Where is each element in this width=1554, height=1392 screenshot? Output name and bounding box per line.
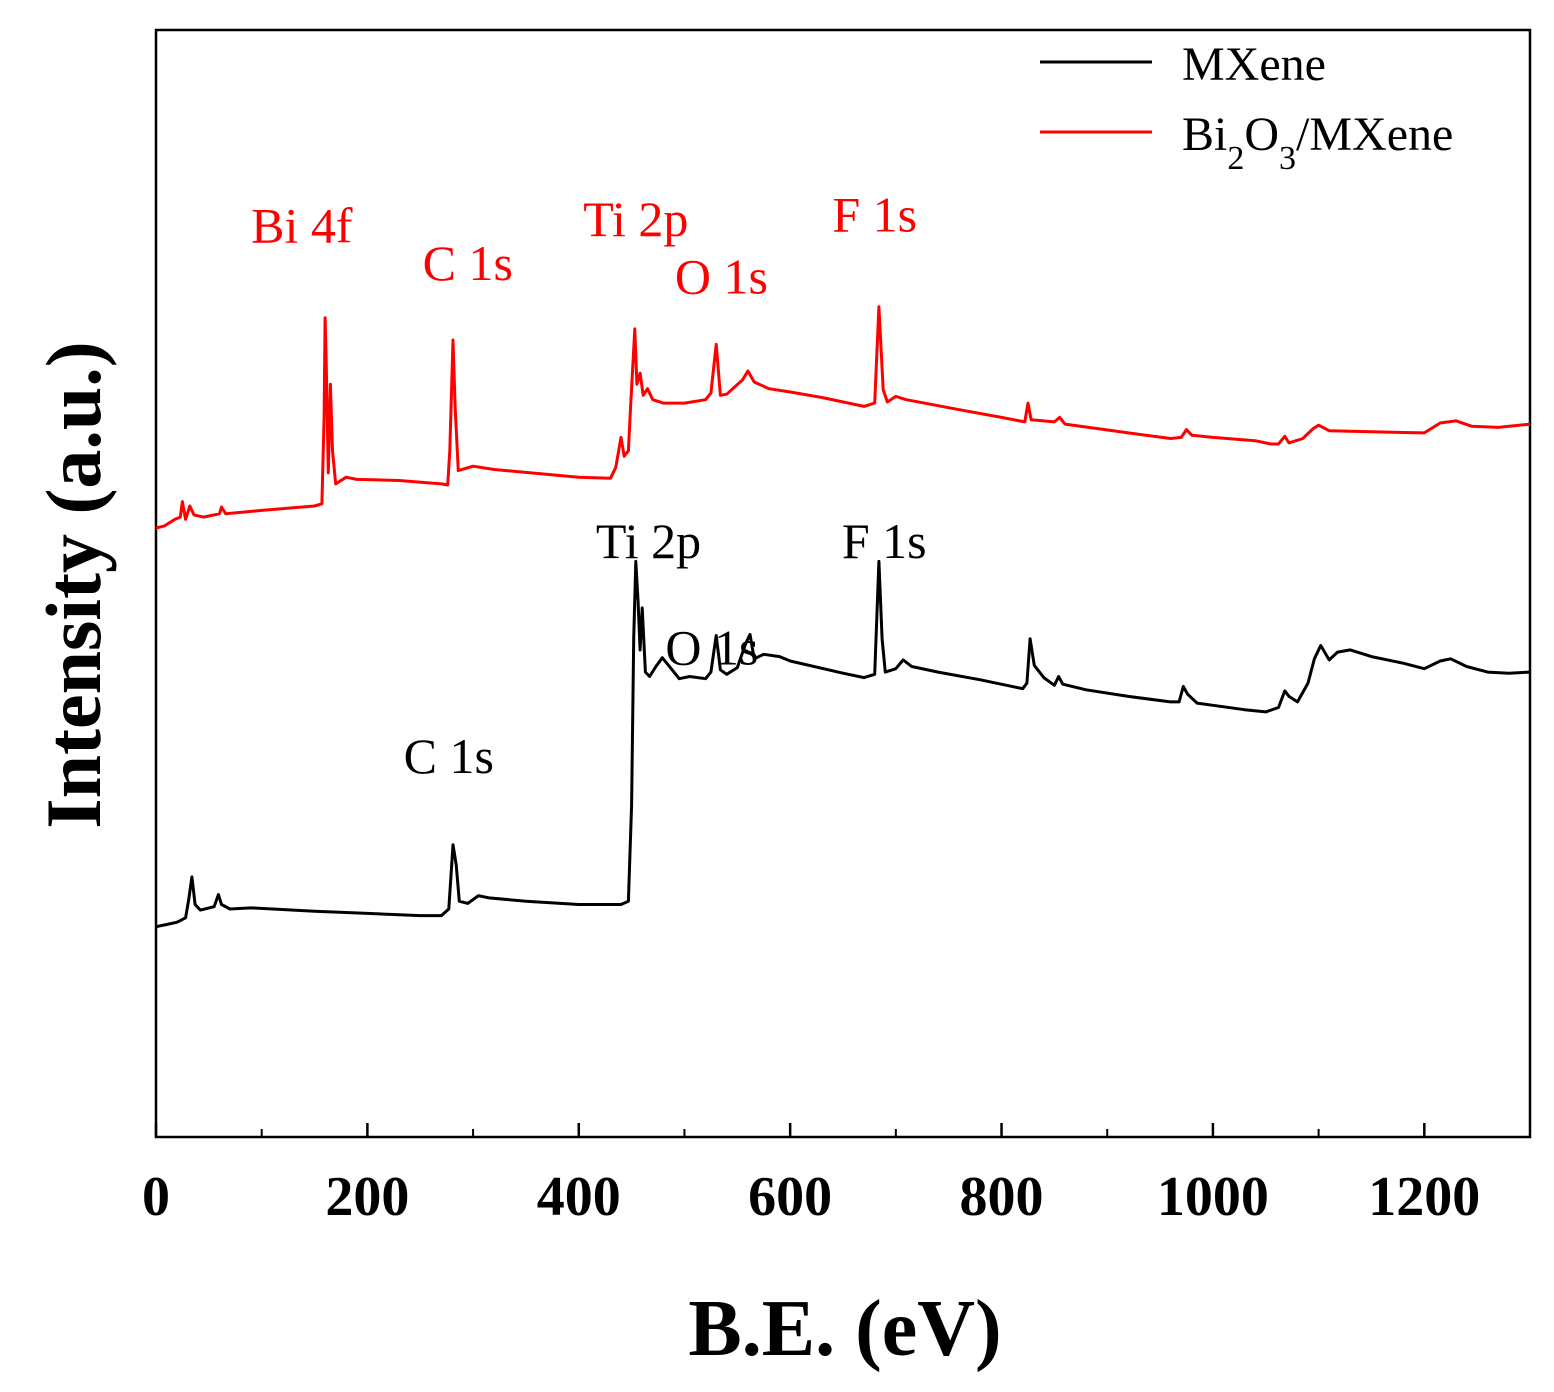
legend-label-subscript: 2 [1227, 140, 1244, 177]
peak-label: F 1s [842, 513, 927, 569]
peak-label: C 1s [404, 728, 494, 784]
x-tick-label: 600 [748, 1166, 832, 1228]
x-tick-label: 800 [960, 1166, 1044, 1228]
peak-label: O 1s [675, 248, 768, 304]
x-axis-label: B.E. (eV) [688, 1285, 1001, 1373]
peak-label: F 1s [832, 186, 917, 242]
x-axis-tick-labels: 0 200 400 600 800 1000 1200 [142, 1166, 1480, 1228]
peak-label: Ti 2p [596, 513, 701, 569]
legend-label: MXene [1182, 38, 1326, 91]
series-line-mxene [155, 559, 1531, 929]
peak-label: C 1s [423, 235, 513, 291]
peak-label: O 1s [665, 619, 758, 675]
x-axis-ticks [154, 1123, 1426, 1137]
legend-label-part: Bi [1182, 108, 1227, 161]
legend-label-part: /MXene [1296, 108, 1453, 161]
x-tick-label: 1000 [1157, 1166, 1269, 1228]
x-tick-label: 200 [325, 1166, 409, 1228]
x-tick-label: 0 [142, 1166, 170, 1228]
x-tick-label: 1200 [1368, 1166, 1480, 1228]
legend-label-subscript: 3 [1279, 140, 1296, 177]
peak-label: Bi 4f [251, 198, 353, 254]
series-line-bi2o3-mxene [155, 305, 1531, 530]
legend-label: Bi2O3/MXene [1182, 108, 1453, 177]
series-layer [155, 305, 1531, 929]
legend: MXene Bi2O3/MXene [1040, 38, 1453, 177]
y-axis-label: Intensity (a.u.) [30, 341, 117, 829]
x-tick-label: 400 [537, 1166, 621, 1228]
plot-frame [154, 28, 1532, 1139]
peak-label: Ti 2p [583, 191, 688, 247]
legend-label-part: O [1244, 108, 1279, 161]
